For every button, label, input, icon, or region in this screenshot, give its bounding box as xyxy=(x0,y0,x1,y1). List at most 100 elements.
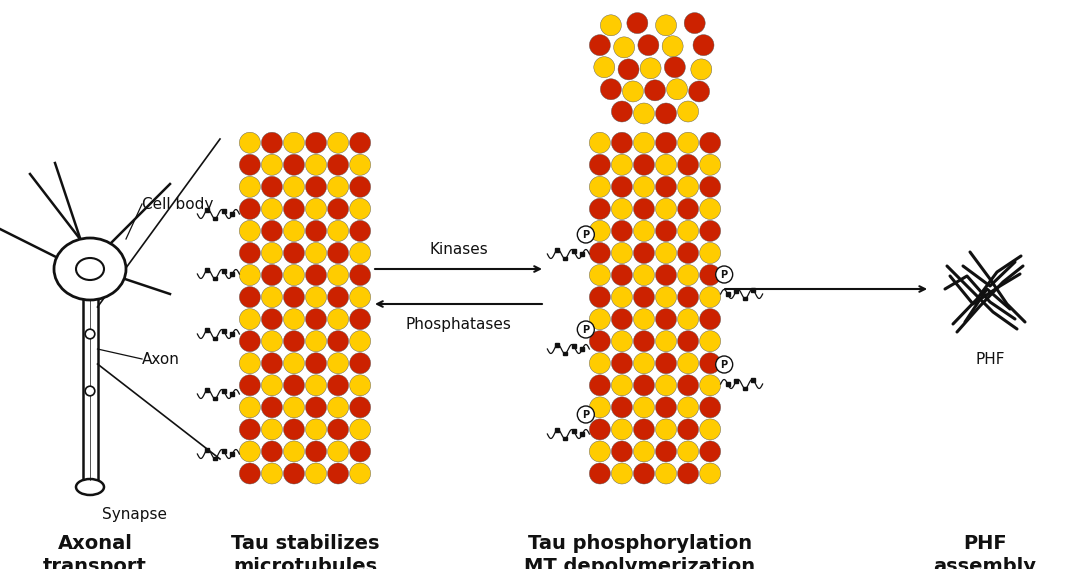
Circle shape xyxy=(306,331,326,352)
Circle shape xyxy=(656,375,676,396)
Circle shape xyxy=(700,265,720,286)
Circle shape xyxy=(677,220,699,241)
Circle shape xyxy=(85,329,95,339)
Circle shape xyxy=(306,242,326,263)
Circle shape xyxy=(590,375,610,396)
Circle shape xyxy=(656,154,676,175)
Ellipse shape xyxy=(76,479,104,495)
Text: Kinases: Kinases xyxy=(429,242,488,257)
Circle shape xyxy=(240,419,260,440)
Circle shape xyxy=(590,242,610,263)
Circle shape xyxy=(350,463,370,484)
Circle shape xyxy=(677,265,699,286)
Circle shape xyxy=(677,441,699,462)
Bar xyxy=(213,277,217,281)
Circle shape xyxy=(306,463,326,484)
Circle shape xyxy=(327,220,349,241)
Circle shape xyxy=(350,308,370,329)
Circle shape xyxy=(590,265,610,286)
Circle shape xyxy=(700,308,720,329)
Circle shape xyxy=(656,287,676,308)
Circle shape xyxy=(716,356,732,373)
Circle shape xyxy=(611,265,633,286)
Circle shape xyxy=(283,463,305,484)
Bar xyxy=(555,428,558,432)
Circle shape xyxy=(700,199,720,220)
Circle shape xyxy=(700,441,720,462)
Circle shape xyxy=(261,220,283,241)
Circle shape xyxy=(700,132,720,153)
Circle shape xyxy=(240,375,260,396)
Circle shape xyxy=(611,441,633,462)
Circle shape xyxy=(240,287,260,308)
Circle shape xyxy=(611,308,633,329)
Circle shape xyxy=(594,57,615,78)
Circle shape xyxy=(350,397,370,418)
Circle shape xyxy=(350,441,370,462)
Circle shape xyxy=(611,397,633,418)
Circle shape xyxy=(634,176,654,197)
Circle shape xyxy=(634,331,654,352)
Circle shape xyxy=(327,154,349,175)
Circle shape xyxy=(656,441,676,462)
Circle shape xyxy=(578,406,594,423)
Circle shape xyxy=(590,199,610,220)
Circle shape xyxy=(656,419,676,440)
Circle shape xyxy=(645,80,665,101)
Bar xyxy=(752,378,755,382)
Circle shape xyxy=(306,132,326,153)
Circle shape xyxy=(611,287,633,308)
Circle shape xyxy=(656,199,676,220)
Text: Axonal
transport: Axonal transport xyxy=(43,534,147,569)
Circle shape xyxy=(327,132,349,153)
Circle shape xyxy=(611,154,633,175)
Circle shape xyxy=(283,353,305,374)
Circle shape xyxy=(306,375,326,396)
Circle shape xyxy=(261,199,283,220)
Circle shape xyxy=(611,101,633,122)
Circle shape xyxy=(700,220,720,241)
Circle shape xyxy=(240,441,260,462)
Circle shape xyxy=(634,375,654,396)
Circle shape xyxy=(306,176,326,197)
Circle shape xyxy=(634,220,654,241)
Circle shape xyxy=(656,176,676,197)
Circle shape xyxy=(656,242,676,263)
Text: P: P xyxy=(582,229,590,240)
Circle shape xyxy=(611,242,633,263)
Circle shape xyxy=(611,176,633,197)
Bar xyxy=(213,336,217,340)
Bar xyxy=(752,288,755,292)
Circle shape xyxy=(626,13,648,34)
Bar xyxy=(564,257,567,261)
Circle shape xyxy=(700,287,720,308)
Text: Synapse: Synapse xyxy=(102,506,167,522)
Circle shape xyxy=(656,331,676,352)
Circle shape xyxy=(240,154,260,175)
Circle shape xyxy=(327,199,349,220)
Bar xyxy=(555,248,558,252)
Circle shape xyxy=(700,397,720,418)
Circle shape xyxy=(666,79,688,100)
Bar xyxy=(221,209,226,213)
Circle shape xyxy=(283,397,305,418)
Bar xyxy=(571,344,576,348)
Bar xyxy=(734,289,739,293)
Circle shape xyxy=(677,308,699,329)
Circle shape xyxy=(590,176,610,197)
Circle shape xyxy=(656,220,676,241)
Circle shape xyxy=(656,353,676,374)
Circle shape xyxy=(261,265,283,286)
Circle shape xyxy=(656,308,676,329)
Circle shape xyxy=(634,397,654,418)
Circle shape xyxy=(677,331,699,352)
Bar xyxy=(213,397,217,401)
Circle shape xyxy=(677,176,699,197)
Circle shape xyxy=(350,242,370,263)
Circle shape xyxy=(85,386,95,396)
Circle shape xyxy=(261,441,283,462)
Circle shape xyxy=(240,265,260,286)
Circle shape xyxy=(327,353,349,374)
Circle shape xyxy=(240,331,260,352)
Circle shape xyxy=(634,419,654,440)
